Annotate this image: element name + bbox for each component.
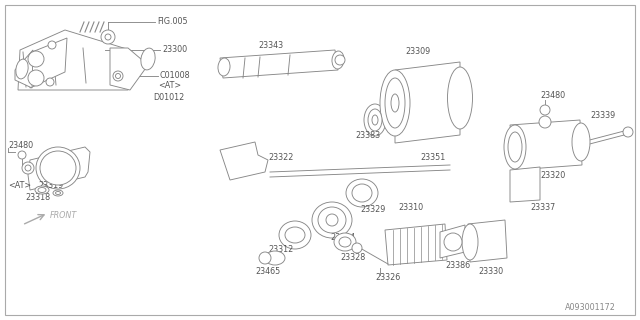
Text: 23465: 23465 [255,268,280,276]
Ellipse shape [53,190,63,196]
Circle shape [22,162,34,174]
Text: A093001172: A093001172 [565,303,616,313]
Circle shape [623,127,633,137]
Text: 23312: 23312 [268,245,293,254]
Ellipse shape [218,58,230,76]
Circle shape [101,30,115,44]
Ellipse shape [285,227,305,243]
Ellipse shape [385,78,405,128]
Circle shape [46,78,54,86]
Text: C01008: C01008 [160,71,191,81]
Ellipse shape [508,132,522,162]
Text: 23319: 23319 [38,180,63,189]
Polygon shape [220,142,268,180]
Text: FIG.005: FIG.005 [157,18,188,27]
Text: 23330: 23330 [478,268,503,276]
Text: 23343: 23343 [258,41,283,50]
Ellipse shape [339,237,351,247]
Bar [200,35,475,235]
Ellipse shape [36,147,80,189]
Circle shape [113,71,123,81]
Text: D01012: D01012 [153,93,184,102]
Polygon shape [28,147,90,190]
Ellipse shape [352,184,372,202]
Text: 23480: 23480 [540,92,565,100]
Ellipse shape [312,202,352,238]
Ellipse shape [364,104,386,136]
Ellipse shape [462,224,478,260]
Text: 23329: 23329 [360,205,385,214]
Ellipse shape [504,125,526,169]
Bar [380,152,525,272]
Ellipse shape [447,67,472,129]
Polygon shape [395,62,460,143]
Text: 23322: 23322 [268,154,293,163]
Circle shape [28,70,44,86]
Polygon shape [110,48,148,90]
Circle shape [28,51,44,67]
Text: 23480: 23480 [8,140,33,149]
Text: 23300: 23300 [162,45,187,54]
Ellipse shape [141,48,155,70]
Text: 23318: 23318 [25,194,50,203]
Ellipse shape [265,251,285,265]
Ellipse shape [40,151,76,185]
Ellipse shape [372,115,378,125]
Polygon shape [18,30,130,90]
Text: 23337: 23337 [530,204,556,212]
Text: FRONT: FRONT [50,211,77,220]
Ellipse shape [35,186,49,194]
Circle shape [539,116,551,128]
Circle shape [115,74,120,78]
Text: 23339: 23339 [590,110,615,119]
Circle shape [48,41,56,49]
Circle shape [105,34,111,40]
Ellipse shape [391,94,399,112]
Polygon shape [385,224,447,265]
Polygon shape [510,120,582,170]
Text: 23386: 23386 [445,260,470,269]
Text: 23320: 23320 [540,171,565,180]
Text: 23383: 23383 [355,131,380,140]
Circle shape [18,151,26,159]
Ellipse shape [326,214,338,226]
Ellipse shape [16,59,28,79]
Polygon shape [220,50,338,78]
Ellipse shape [318,207,346,233]
Polygon shape [15,50,33,88]
Ellipse shape [279,221,311,249]
Polygon shape [440,225,465,258]
Ellipse shape [38,188,46,193]
Circle shape [25,165,31,171]
Circle shape [259,252,271,264]
Text: 23326: 23326 [375,274,400,283]
Ellipse shape [444,233,462,251]
Text: 23351: 23351 [420,154,445,163]
Ellipse shape [332,51,344,69]
Polygon shape [30,38,67,88]
Ellipse shape [380,70,410,136]
Circle shape [335,55,345,65]
Text: 23309: 23309 [405,47,430,57]
Polygon shape [468,220,507,262]
Ellipse shape [56,191,61,195]
Ellipse shape [346,179,378,207]
Circle shape [540,105,550,115]
Polygon shape [510,167,540,202]
Circle shape [352,243,362,253]
Text: 23334: 23334 [330,234,355,243]
Text: <AT>: <AT> [8,180,31,189]
Text: 23328: 23328 [340,253,365,262]
Text: <AT>: <AT> [158,82,181,91]
Ellipse shape [368,109,382,131]
Ellipse shape [334,233,356,251]
Ellipse shape [572,123,590,161]
Text: 23310: 23310 [398,204,423,212]
